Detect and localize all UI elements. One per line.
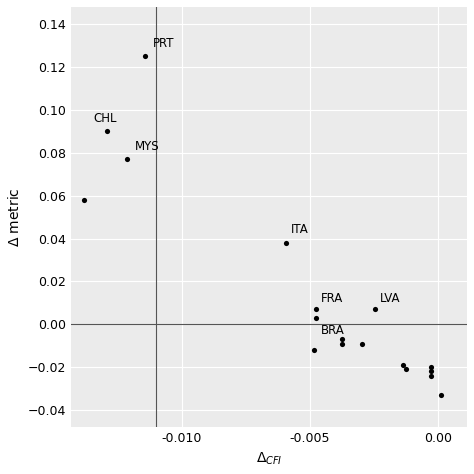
- Point: [358, 340, 366, 347]
- Point: [338, 340, 346, 347]
- Y-axis label: $\Delta$ metric: $\Delta$ metric: [7, 187, 22, 247]
- Text: ITA: ITA: [291, 223, 309, 237]
- Point: [80, 196, 87, 204]
- Point: [123, 155, 131, 163]
- Point: [312, 314, 320, 322]
- Point: [103, 128, 110, 135]
- Text: FRA: FRA: [321, 292, 344, 305]
- Text: BRA: BRA: [321, 324, 345, 337]
- Point: [428, 364, 435, 371]
- Text: CHL: CHL: [94, 112, 117, 125]
- X-axis label: $\Delta_{CFI}$: $\Delta_{CFI}$: [255, 451, 282, 467]
- Point: [338, 336, 346, 343]
- Point: [428, 368, 435, 375]
- Text: LVA: LVA: [380, 292, 401, 305]
- Text: PRT: PRT: [153, 37, 174, 50]
- Point: [310, 346, 318, 354]
- Point: [282, 239, 289, 246]
- Point: [428, 372, 435, 380]
- Point: [371, 306, 379, 313]
- Point: [141, 53, 149, 60]
- Text: MYS: MYS: [135, 140, 159, 153]
- Point: [399, 361, 407, 369]
- Point: [312, 306, 320, 313]
- Point: [438, 391, 445, 399]
- Point: [402, 365, 410, 373]
